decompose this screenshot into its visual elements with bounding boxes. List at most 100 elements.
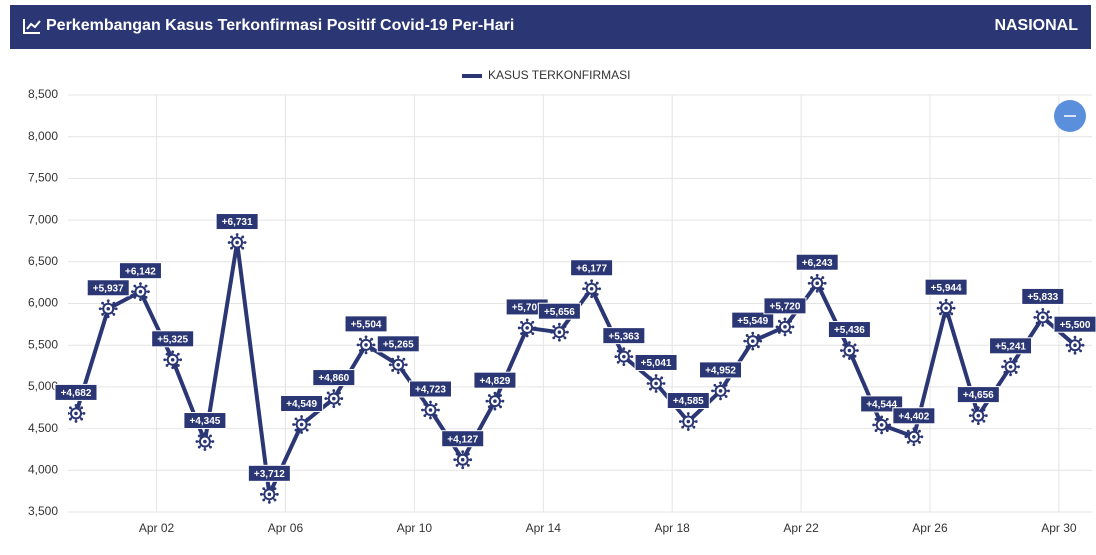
virus-marker <box>936 298 956 318</box>
marker-spike-tip <box>275 492 279 496</box>
marker-spike-tip <box>391 357 395 361</box>
marker-spike-tip <box>230 235 233 239</box>
marker-spike-tip <box>340 397 344 400</box>
x-tick-label: Apr 30 <box>1041 521 1077 535</box>
marker-spike-tip <box>815 273 819 277</box>
marker-spike-tip <box>300 431 303 434</box>
marker-core <box>750 339 755 343</box>
marker-spike-tip <box>756 345 760 349</box>
value-label: +5,325 <box>157 334 188 345</box>
marker-spike-tip <box>80 417 84 421</box>
value-label: +4,549 <box>286 399 317 410</box>
value-label-box <box>924 278 968 296</box>
marker-spike-tip <box>694 420 698 423</box>
marker-spike-tip <box>1079 338 1083 341</box>
marker-spike-tip <box>1067 338 1071 341</box>
marker-spike-tip <box>230 246 233 250</box>
marker-spike-tip <box>267 484 271 488</box>
virus-marker <box>227 233 247 252</box>
marker-spike-tip <box>209 434 212 438</box>
marker-spike-tip <box>292 423 295 426</box>
value-label: +4,585 <box>673 396 704 407</box>
marker-spike-tip <box>98 307 102 311</box>
marker-spike-tip <box>455 463 459 467</box>
marker-spike-tip <box>211 440 215 443</box>
marker-spike-tip <box>1017 365 1020 369</box>
marker-spike-tip <box>906 441 910 444</box>
marker-spike-tip <box>944 314 948 318</box>
marker-core <box>815 281 819 286</box>
marker-spike-tip <box>195 440 199 443</box>
value-label-box <box>537 302 581 320</box>
marker-core <box>396 362 401 367</box>
virus-marker <box>807 273 827 293</box>
marker-spike-tip <box>918 441 921 444</box>
marker-spike-tip <box>101 301 104 305</box>
marker-spike-tip <box>176 352 180 356</box>
marker-spike-tip <box>1014 371 1018 374</box>
virus-marker <box>582 279 602 299</box>
value-label-box <box>408 380 452 398</box>
x-tick-label: Apr 22 <box>783 521 819 535</box>
marker-spike-tip <box>810 287 813 291</box>
marker-spike-tip <box>1067 349 1071 353</box>
marker-spike-tip <box>912 427 916 431</box>
marker-spike-tip <box>461 466 465 470</box>
marker-spike-tip <box>1014 359 1018 363</box>
marker-spike-tip <box>203 448 207 451</box>
value-label: +4,544 <box>866 400 897 411</box>
virus-marker <box>968 406 988 425</box>
x-tick-label: Apr 14 <box>526 521 562 535</box>
marker-spike-tip <box>112 313 116 316</box>
marker-spike-tip <box>565 330 569 334</box>
value-label-box <box>183 412 227 430</box>
marker-spike-tip <box>713 383 717 387</box>
value-label: +5,720 <box>770 301 801 312</box>
marker-spike-tip <box>939 301 942 304</box>
marker-core <box>1040 315 1045 320</box>
value-label-box <box>247 464 291 482</box>
marker-spike-tip <box>936 306 940 310</box>
marker-spike-tip <box>165 352 169 356</box>
value-label-box <box>280 395 324 413</box>
marker-spike-tip <box>294 417 298 421</box>
marker-spike-tip <box>1081 343 1085 347</box>
marker-spike-tip <box>332 405 336 408</box>
virus-marker <box>292 415 311 434</box>
marker-spike-tip <box>493 407 497 411</box>
marker-spike-tip <box>461 450 465 454</box>
virus-marker <box>259 484 279 504</box>
virus-marker <box>1001 357 1020 377</box>
marker-core <box>332 396 336 401</box>
marker-spike-tip <box>584 281 588 285</box>
value-label: +5,265 <box>383 339 414 350</box>
marker-spike-tip <box>678 420 682 423</box>
marker-core <box>1073 343 1077 348</box>
marker-core <box>944 306 948 310</box>
value-label: +5,937 <box>93 283 124 294</box>
marker-spike-tip <box>745 345 749 349</box>
value-label-box <box>312 369 356 387</box>
value-label: +4,952 <box>705 366 736 377</box>
marker-spike-tip <box>499 405 502 409</box>
collapse-button[interactable] <box>1054 100 1086 132</box>
marker-spike-tip <box>885 417 889 421</box>
marker-spike-tip <box>616 349 620 353</box>
marker-spike-tip <box>305 417 309 421</box>
value-label-box <box>634 353 678 371</box>
value-label-box <box>827 321 871 339</box>
virus-marker <box>840 341 859 360</box>
marker-spike-tip <box>402 369 406 372</box>
virus-marker <box>743 331 763 351</box>
marker-core <box>976 413 981 418</box>
marker-spike-tip <box>300 415 303 418</box>
marker-spike-tip <box>880 431 884 435</box>
marker-spike-tip <box>622 347 626 351</box>
marker-spike-tip <box>711 389 714 393</box>
value-label: +4,402 <box>898 411 929 422</box>
marker-spike-tip <box>466 463 470 467</box>
marker-spike-tip <box>243 241 247 244</box>
marker-spike-tip <box>681 425 685 429</box>
virus-marker <box>453 450 473 470</box>
marker-spike-tip <box>1033 316 1037 319</box>
